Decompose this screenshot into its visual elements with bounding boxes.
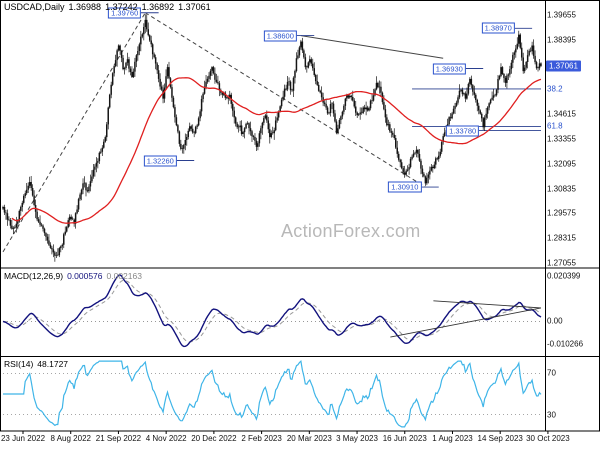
candlestick-wicks: [2, 14, 542, 262]
macd-trendline: [390, 307, 542, 338]
macd-signal-value: 0.002163: [106, 271, 142, 281]
macd-line: [2, 274, 542, 348]
trendline: [300, 35, 444, 59]
symbol-timeframe-label: USDCAD,Daily: [4, 2, 65, 12]
candlestick-series: [2, 19, 542, 256]
watermark: ActionForex.com: [281, 221, 421, 241]
ohlc-close: 1.37061: [178, 2, 211, 12]
trendline: [145, 12, 426, 188]
macd-trendline: [433, 300, 542, 309]
macd-value: 0.000576: [67, 271, 103, 281]
chart-frame: [0, 0, 600, 432]
macd-signal-line: [2, 279, 542, 343]
rsi-title: RSI(14) 48.1727: [4, 359, 72, 369]
ohlc-low: 1.36892: [141, 2, 175, 12]
current-price-tag: 1.37061: [546, 60, 581, 72]
macd-label: MACD(12,26,9): [4, 271, 64, 281]
rsi-line: [3, 360, 542, 428]
ohlc-high: 1.37242: [105, 2, 138, 12]
rsi-value: 48.1727: [37, 359, 69, 369]
moving-average-line: [11, 77, 542, 224]
rsi-label: RSI(14): [4, 359, 34, 369]
macd-title: MACD(12,26,9) 0.000576 0.002163: [4, 271, 146, 281]
chart-title: USDCAD,Daily 1.36988 1.37242 1.36892 1.37061: [4, 2, 215, 12]
ohlc-open: 1.36988: [68, 2, 102, 12]
